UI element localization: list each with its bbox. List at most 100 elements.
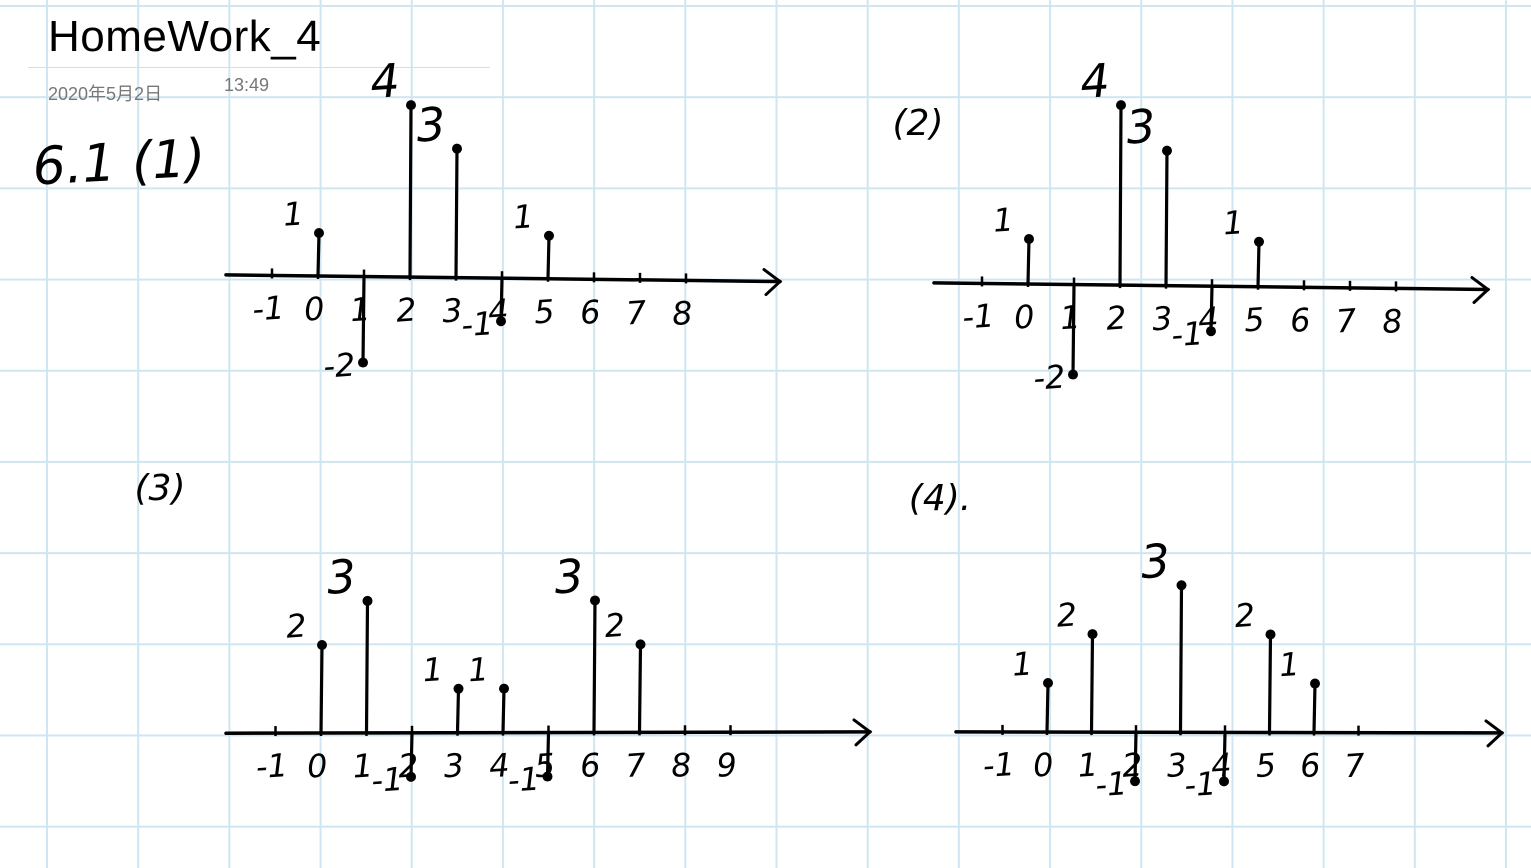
stem-value-label: 3: [1124, 99, 1157, 155]
tick-label: 5: [1243, 300, 1266, 339]
tick-label: 3: [1151, 299, 1174, 338]
tick-label: 8: [1381, 302, 1404, 341]
tick-label: 2: [1121, 746, 1144, 785]
stem-line: [499, 276, 504, 323]
stem-line: [316, 231, 321, 278]
tick-label: 3: [1165, 746, 1188, 785]
stem-value-label: -1: [460, 304, 494, 344]
stem-marker: [1024, 234, 1034, 244]
tick-label: 8: [670, 746, 693, 785]
tick-label: 3: [441, 291, 464, 330]
tick-label: 0: [303, 289, 326, 328]
stem-value-label: 4: [368, 53, 401, 109]
stem-value-label: 4: [1078, 53, 1111, 109]
stem-value-label: 2: [285, 606, 308, 645]
stem-line: [361, 274, 366, 365]
stem-line: [1164, 149, 1169, 288]
stem-line: [1267, 632, 1273, 735]
stem-marker: [358, 357, 368, 368]
tick-label: 7: [625, 293, 649, 332]
tick-label: 1: [351, 746, 374, 785]
tick-label: 6: [1299, 746, 1322, 785]
axis-arrow-icon: [762, 268, 783, 297]
stem-marker: [499, 683, 509, 694]
stem-value-label: -2: [1032, 358, 1066, 398]
stem-line: [1312, 681, 1317, 735]
stem-plot-1: -1 0 1 2 3 4 5 6 7 81-243-11: [224, 53, 783, 386]
stem-value-label: 1: [512, 197, 535, 236]
stem-marker: [1254, 236, 1264, 247]
page-time: 13:49: [224, 75, 270, 95]
stem-marker: [1176, 580, 1187, 591]
stem-line: [1133, 730, 1138, 783]
stem-marker: [314, 228, 324, 238]
tick-label: -1: [254, 746, 288, 786]
stem-line: [1045, 681, 1050, 734]
stem-line: [1089, 632, 1095, 734]
tick-label: 1: [1076, 745, 1099, 784]
tick-label: 0: [306, 746, 329, 785]
stem-line: [1222, 730, 1227, 783]
stem-marker: [496, 316, 506, 327]
n-axis: [954, 730, 1504, 735]
stem-marker: [590, 595, 600, 606]
stem-value-label: 1: [421, 650, 444, 689]
stem-value-label: 2: [1055, 595, 1078, 634]
stem-value-label: -1: [506, 760, 540, 800]
stem-marker: [362, 595, 373, 606]
stem-marker: [452, 143, 462, 154]
stem-marker: [1310, 678, 1320, 689]
stem-value-label: 3: [552, 549, 585, 605]
tick-label: 5: [1254, 746, 1277, 785]
tick-label: 7: [1335, 301, 1359, 340]
tick-label: 7: [624, 746, 648, 785]
stem-plot-3: (3)-1 0 1 2 3 4 5 6 7 8 923-11 1-132: [135, 468, 873, 800]
tick-label: 2: [395, 290, 418, 329]
stem-value-label: 1: [467, 650, 490, 689]
stem-marker: [1043, 678, 1053, 688]
stem-value-label: 1: [1222, 203, 1245, 242]
stem-value-label: -1: [1183, 764, 1217, 804]
page-date: 2020年5月2日: [48, 84, 163, 104]
stem-marker: [406, 100, 416, 111]
stem-line: [546, 234, 551, 281]
tick-label: 3: [442, 746, 465, 785]
stem-plot-4: (4).-1 0 1 2 3 4 5 6 712-13-121: [909, 478, 1505, 804]
title-divider: [28, 67, 490, 68]
stem-line: [1178, 583, 1184, 734]
stem-value-label: 3: [414, 97, 447, 153]
stem-value-label: -1: [1094, 764, 1128, 804]
page-title: HomeWork_4: [48, 12, 322, 61]
stem-marker: [453, 683, 464, 694]
tick-label: -1: [981, 745, 1015, 785]
tick-label: 6: [1289, 301, 1312, 340]
panel-label: (2): [893, 103, 944, 144]
tick-label: 4: [1210, 746, 1233, 785]
stem-line: [319, 643, 324, 735]
tick-label: -1: [961, 296, 995, 336]
stem-line: [455, 687, 461, 735]
stem-marker: [1130, 776, 1140, 787]
stem-line: [408, 103, 413, 279]
tick-label: 6: [579, 746, 602, 785]
stem-marker: [406, 771, 416, 782]
stem-marker: [542, 771, 553, 782]
stem-marker: [635, 639, 646, 650]
tick-label: 7: [1343, 746, 1367, 785]
stem-marker: [317, 640, 327, 650]
stem-value-label: 1: [282, 194, 305, 233]
stem-value-label: 2: [603, 606, 626, 645]
stem-value-label: 2: [1233, 596, 1256, 635]
tick-label: 1: [1059, 298, 1082, 337]
stem-value-label: 1: [1011, 644, 1034, 683]
stem-marker: [1087, 629, 1098, 640]
stem-marker: [1116, 100, 1126, 111]
stem-marker: [1265, 629, 1276, 640]
stem-value-label: 1: [992, 200, 1015, 239]
stem-line: [364, 599, 370, 735]
tick-label: 1: [349, 290, 372, 329]
axis-arrow-icon: [1484, 719, 1505, 748]
stem-plot-2: (2)-1 0 1 2 3 4 5 6 7 81-243-11: [893, 53, 1491, 398]
stem-value-label: -1: [370, 760, 404, 800]
